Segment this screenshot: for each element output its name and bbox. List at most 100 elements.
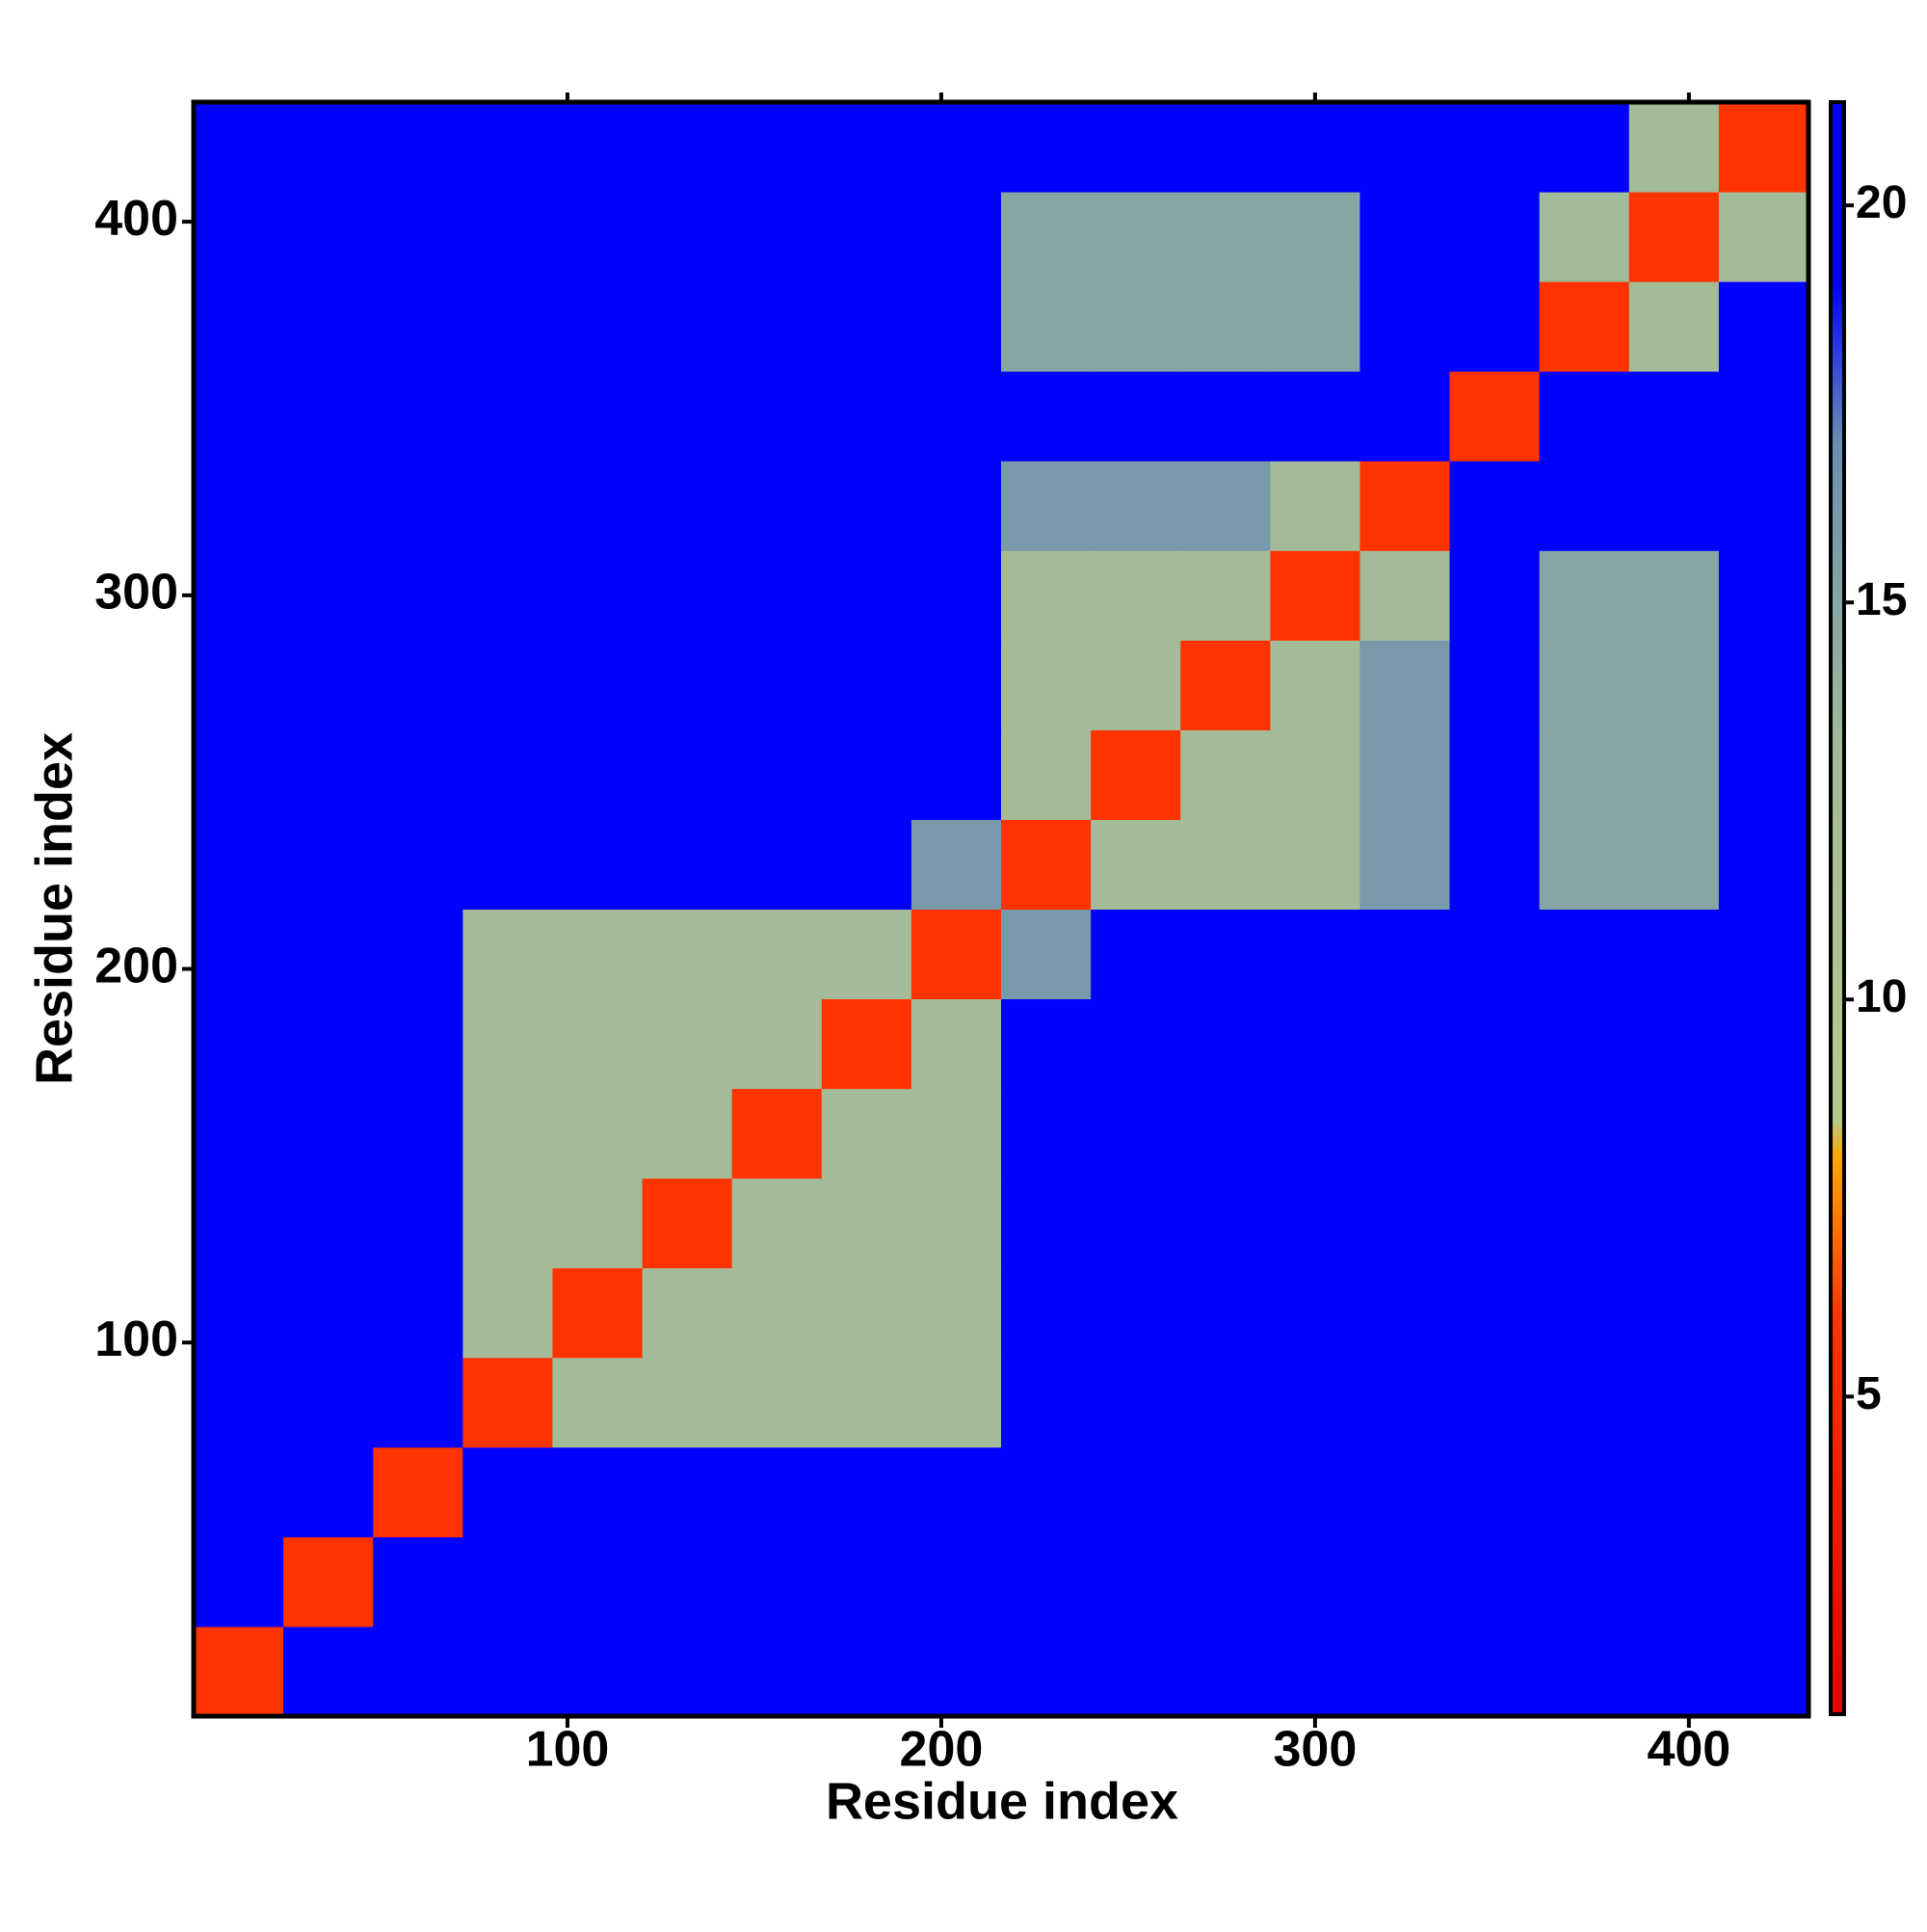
heatmap-cell bbox=[1270, 1267, 1360, 1359]
heatmap-cell bbox=[731, 192, 823, 282]
heatmap-cell bbox=[1628, 640, 1720, 730]
heatmap-cell bbox=[642, 998, 733, 1090]
heatmap-cell bbox=[283, 461, 374, 551]
heatmap-cell bbox=[462, 1446, 553, 1538]
heatmap-cell bbox=[1628, 1178, 1720, 1269]
heatmap-cell bbox=[821, 192, 912, 282]
heatmap-cell bbox=[821, 371, 912, 462]
heatmap-cell bbox=[1718, 1178, 1809, 1269]
heatmap-cell bbox=[373, 371, 463, 462]
heatmap-cell bbox=[1180, 1626, 1271, 1717]
y-tick-label: 200 bbox=[94, 938, 178, 993]
heatmap-cell bbox=[1539, 1267, 1630, 1359]
heatmap-cell bbox=[1001, 550, 1092, 641]
heatmap-cell bbox=[552, 640, 644, 730]
heatmap-cell bbox=[462, 281, 553, 372]
heatmap-cell bbox=[911, 102, 1002, 193]
heatmap-cell bbox=[1180, 819, 1271, 910]
heatmap-cell bbox=[821, 1536, 912, 1628]
heatmap-cell bbox=[1539, 461, 1630, 551]
heatmap-cell bbox=[1539, 281, 1630, 372]
heatmap-cell bbox=[1449, 640, 1541, 730]
heatmap-cell bbox=[1359, 640, 1451, 730]
heatmap-cell bbox=[1718, 1626, 1809, 1717]
heatmap-cell bbox=[1718, 998, 1809, 1090]
heatmap-cell bbox=[1180, 640, 1271, 730]
heatmap-cell bbox=[1449, 1178, 1541, 1269]
heatmap-cell bbox=[462, 550, 553, 641]
heatmap-cell bbox=[1091, 909, 1181, 1000]
heatmap-cell bbox=[1628, 1357, 1720, 1448]
colorbar-tick-label: 20 bbox=[1856, 177, 1907, 228]
heatmap-cell bbox=[821, 102, 912, 193]
heatmap-cell bbox=[1628, 1267, 1720, 1359]
heatmap-cell bbox=[462, 1357, 553, 1448]
heatmap-cell bbox=[552, 1088, 644, 1179]
heatmap-cell bbox=[194, 640, 284, 730]
heatmap-cell bbox=[1180, 550, 1271, 641]
heatmap-cell bbox=[1449, 102, 1541, 193]
heatmap-cell bbox=[1001, 819, 1092, 910]
heatmap-cell bbox=[283, 998, 374, 1090]
heatmap-cell bbox=[1270, 1178, 1360, 1269]
heatmap-cell bbox=[194, 371, 284, 462]
heatmap-cell bbox=[552, 281, 644, 372]
heatmap-cell bbox=[373, 1267, 463, 1359]
heatmap-cell bbox=[194, 550, 284, 641]
heatmap-cell bbox=[642, 192, 733, 282]
heatmap-cell bbox=[1001, 909, 1092, 1000]
heatmap-cell bbox=[1449, 819, 1541, 910]
x-tick-label: 400 bbox=[1647, 1722, 1730, 1778]
y-tick-label: 300 bbox=[94, 565, 178, 621]
heatmap-cell bbox=[1359, 729, 1451, 820]
heatmap-cell bbox=[1449, 909, 1541, 1000]
heatmap-cell bbox=[642, 1536, 733, 1628]
heatmap-cell bbox=[1718, 1088, 1809, 1179]
heatmap-cell bbox=[552, 102, 644, 193]
heatmap-cell bbox=[194, 1267, 284, 1359]
heatmap-cell bbox=[1628, 281, 1720, 372]
heatmap-cell bbox=[1001, 1088, 1092, 1179]
heatmap-cell bbox=[1091, 550, 1181, 641]
heatmap-cell bbox=[1270, 461, 1360, 551]
heatmap-cell bbox=[1449, 729, 1541, 820]
heatmap-cell bbox=[1091, 192, 1181, 282]
heatmap-cell bbox=[911, 729, 1002, 820]
x-tick-label: 300 bbox=[1274, 1722, 1358, 1778]
heatmap-cell bbox=[1359, 1536, 1451, 1628]
heatmap-cell bbox=[283, 1626, 374, 1717]
heatmap-cell bbox=[731, 729, 823, 820]
heatmap-cell bbox=[462, 1088, 553, 1179]
heatmap-cell bbox=[1718, 729, 1809, 820]
heatmap-cell bbox=[552, 998, 644, 1090]
heatmap-cell bbox=[1180, 909, 1271, 1000]
heatmap-cell bbox=[642, 1178, 733, 1269]
heatmap-cell bbox=[462, 1536, 553, 1628]
heatmap-cell bbox=[1539, 1536, 1630, 1628]
heatmap-cell bbox=[1001, 640, 1092, 730]
heatmap-cell bbox=[642, 1446, 733, 1538]
heatmap-cell bbox=[373, 1446, 463, 1538]
x-tick-label: 100 bbox=[526, 1722, 610, 1778]
heatmap-cell bbox=[821, 1446, 912, 1538]
heatmap-cell bbox=[911, 1267, 1002, 1359]
heatmap-cell bbox=[1359, 909, 1451, 1000]
heatmap-cell bbox=[1001, 281, 1092, 372]
heatmap-cell bbox=[642, 1626, 733, 1717]
heatmap-cell bbox=[1539, 1178, 1630, 1269]
heatmap-cell bbox=[1180, 1536, 1271, 1628]
heatmap-cell bbox=[731, 819, 823, 910]
heatmap-cell bbox=[1359, 819, 1451, 910]
heatmap-cell bbox=[1718, 640, 1809, 730]
heatmap-cell bbox=[1718, 461, 1809, 551]
heatmap-cell bbox=[194, 1357, 284, 1448]
heatmap-cell bbox=[642, 461, 733, 551]
heatmap-cell bbox=[821, 550, 912, 641]
heatmap-cell bbox=[194, 1446, 284, 1538]
heatmap-cell bbox=[1180, 1088, 1271, 1179]
heatmap-cell bbox=[1001, 102, 1092, 193]
heatmap-cell bbox=[462, 371, 553, 462]
heatmap-cell bbox=[194, 819, 284, 910]
heatmap-cell bbox=[1180, 102, 1271, 193]
heatmap-cell bbox=[1270, 909, 1360, 1000]
